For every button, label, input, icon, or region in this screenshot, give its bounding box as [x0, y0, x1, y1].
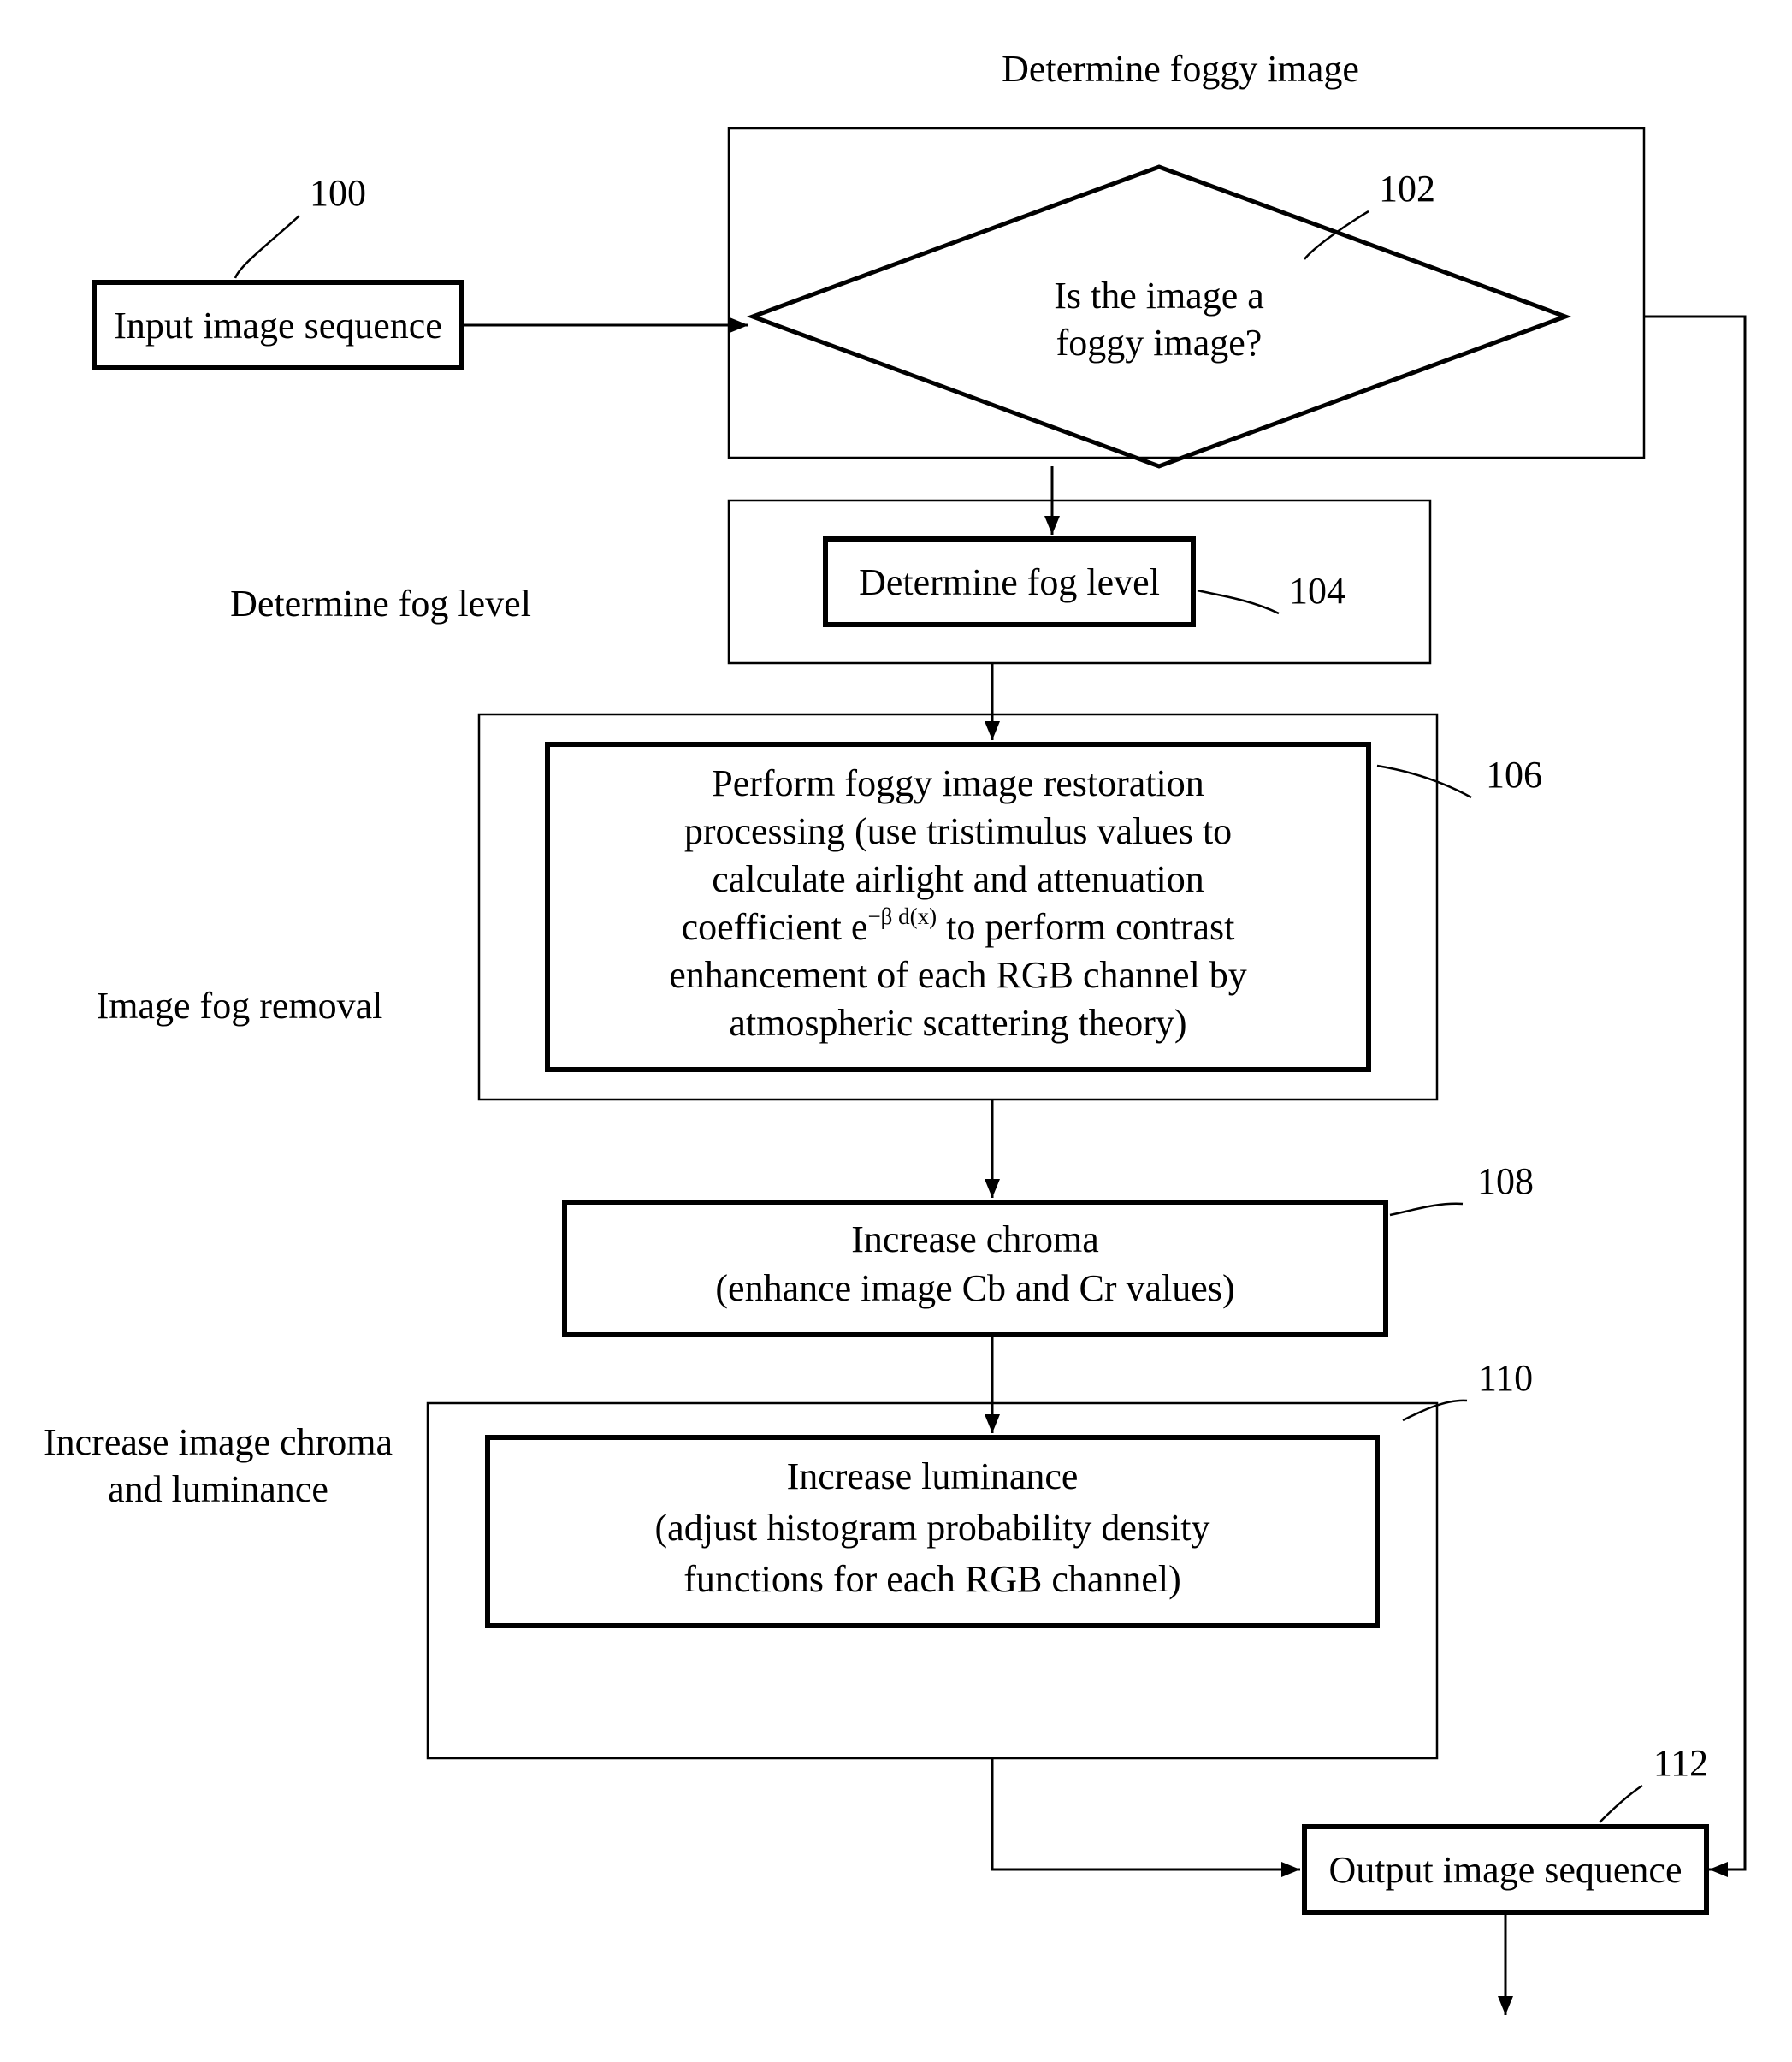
arrow-head — [1498, 1996, 1513, 2015]
ref-110-label: 110 — [1478, 1357, 1533, 1399]
arrow-head — [985, 1414, 1000, 1433]
arrow-head — [730, 317, 748, 333]
node-chroma-l1: Increase chroma — [851, 1218, 1098, 1260]
ref-104-label: 104 — [1289, 570, 1345, 612]
title-chroma-lum-2: and luminance — [108, 1468, 328, 1510]
node-lum-l2: (adjust histogram probability density — [655, 1507, 1210, 1549]
arrow-head — [985, 1179, 1000, 1198]
node-decision-text-2: foggy image? — [1056, 322, 1263, 364]
node-lum-l1: Increase luminance — [787, 1455, 1079, 1497]
ref-104-leader — [1198, 590, 1279, 613]
node-restore-l1: Perform foggy image restoration — [712, 762, 1204, 804]
node-restore-l4: coefficient e−β d(x) to perform contrast — [682, 904, 1235, 948]
node-decision-text-1: Is the image a — [1054, 275, 1264, 317]
ref-108-label: 108 — [1477, 1160, 1534, 1202]
ref-112-label: 112 — [1653, 1742, 1708, 1784]
node-restore-l5: enhancement of each RGB channel by — [669, 954, 1247, 996]
title-fog-removal: Image fog removal — [97, 985, 383, 1027]
arrow-lum-to-output — [992, 1758, 1300, 1869]
arrow-head — [1044, 516, 1060, 535]
node-restore-l2: processing (use tristimulus values to — [684, 810, 1232, 852]
ref-106-leader — [1377, 766, 1471, 797]
arrow-decision-to-output — [1644, 317, 1745, 1869]
title-chroma-lum-1: Increase image chroma — [44, 1421, 393, 1463]
node-chroma-l2: (enhance image Cb and Cr values) — [715, 1267, 1234, 1309]
title-determine-foggy: Determine foggy image — [1002, 48, 1359, 90]
ref-102-label: 102 — [1379, 168, 1435, 210]
title-determine-level: Determine fog level — [230, 583, 531, 625]
ref-106-label: 106 — [1486, 754, 1542, 796]
node-output-text: Output image sequence — [1329, 1849, 1683, 1891]
node-decision-diamond — [753, 167, 1565, 466]
arrow-head — [985, 721, 1000, 740]
node-restore-l3: calculate airlight and attenuation — [712, 858, 1204, 900]
ref-100-leader — [235, 216, 299, 278]
ref-100-label: 100 — [310, 172, 366, 214]
node-input-text: Input image sequence — [114, 305, 442, 347]
arrow-head — [1709, 1862, 1728, 1877]
ref-102-leader — [1304, 211, 1369, 259]
node-restore-l6: atmospheric scattering theory) — [729, 1002, 1186, 1044]
ref-112-leader — [1600, 1786, 1642, 1822]
node-lum-l3: functions for each RGB channel) — [683, 1558, 1181, 1600]
arrow-head — [1281, 1862, 1300, 1877]
ref-108-leader — [1390, 1204, 1463, 1215]
node-level-text: Determine fog level — [859, 561, 1160, 603]
